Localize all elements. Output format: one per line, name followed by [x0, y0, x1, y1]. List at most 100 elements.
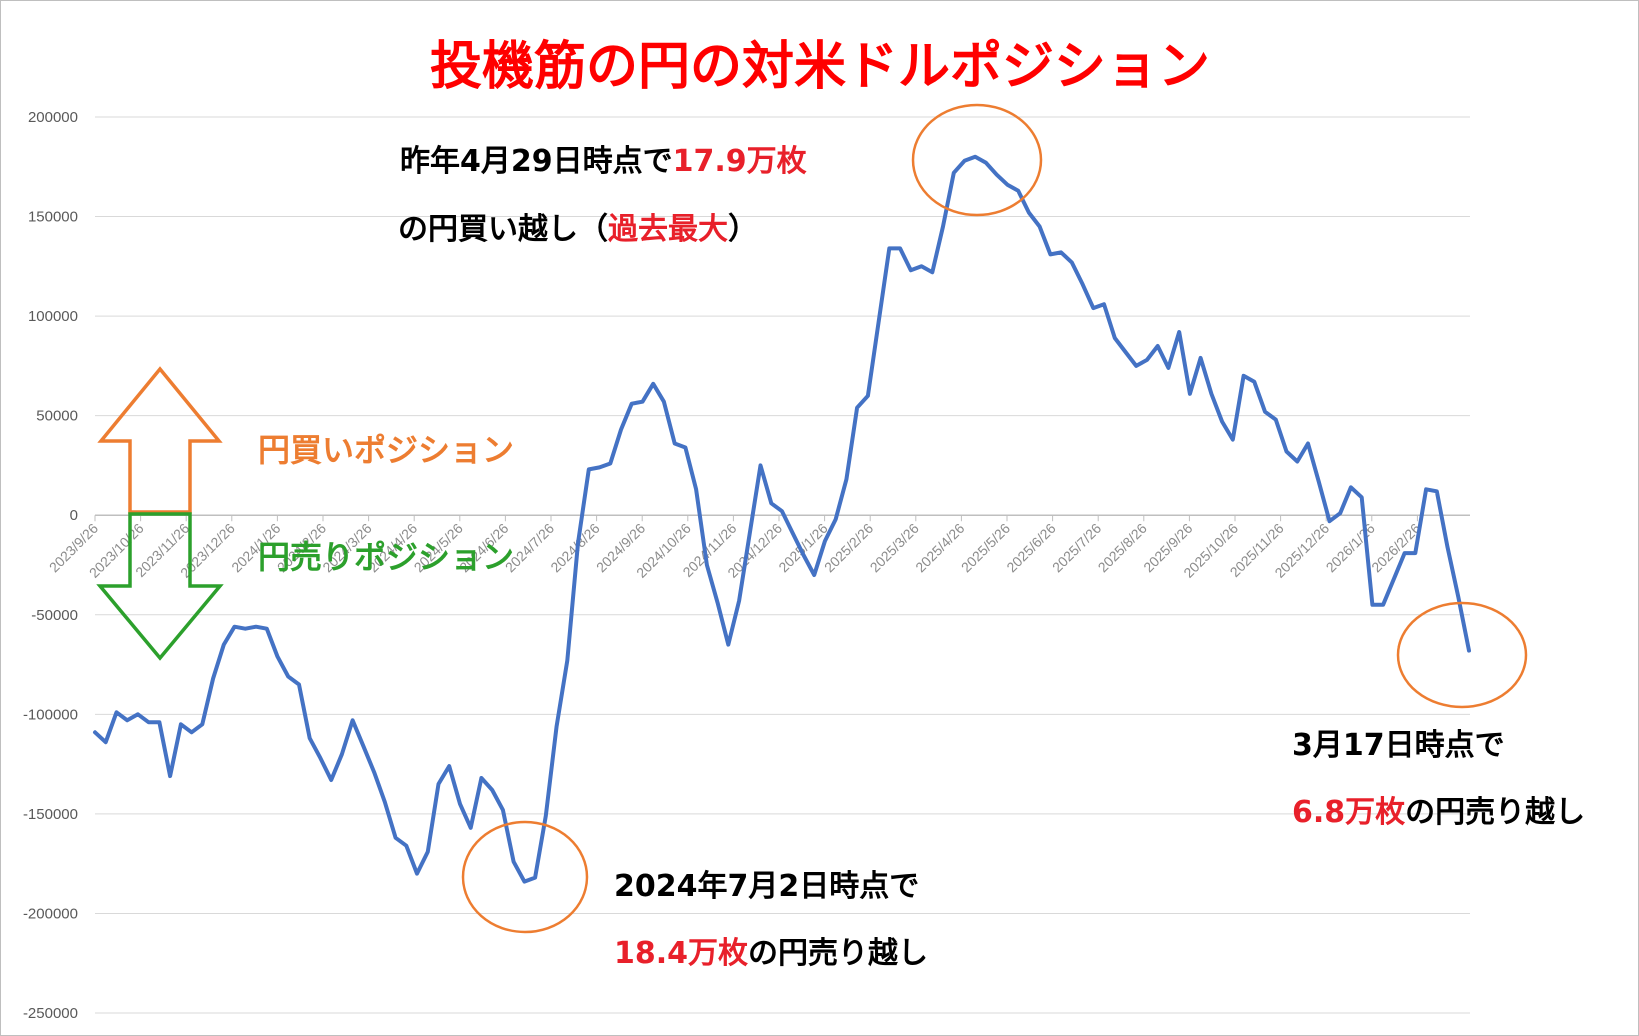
data-point: [834, 517, 838, 521]
data-point: [1199, 356, 1203, 360]
data-point: [930, 270, 934, 274]
data-point: [544, 814, 548, 818]
peak-annotation-line2: の円買い越し（過去最大）: [398, 212, 758, 247]
data-point: [533, 876, 537, 880]
data-point: [866, 394, 870, 398]
data-point: [716, 601, 720, 605]
data-point: [136, 712, 140, 716]
data-point: [973, 155, 977, 159]
data-point: [157, 720, 161, 724]
peak-annotation-line1: 昨年4月29日時点で17.9万枚: [400, 144, 807, 179]
data-point: [791, 531, 795, 535]
data-point: [93, 730, 97, 734]
data-point: [780, 509, 784, 513]
trough-annotation-line2: 18.4万枚の円売り越し: [614, 936, 928, 971]
data-point: [726, 643, 730, 647]
data-point: [329, 778, 333, 782]
data-point: [995, 173, 999, 177]
data-point: [587, 467, 591, 471]
data-point: [1124, 350, 1128, 354]
data-point: [1005, 183, 1009, 187]
peak-annotation-value: 17.9万枚: [673, 144, 807, 179]
data-point: [1038, 225, 1042, 229]
data-point: [469, 826, 473, 830]
series-line: [93, 154, 1471, 884]
data-point: [190, 730, 194, 734]
latest-annotation-value: 6.8万枚: [1292, 795, 1405, 830]
data-point: [297, 683, 301, 687]
data-point: [501, 808, 505, 812]
peak-annotation-close: ）: [728, 212, 758, 247]
sell-position-label: 円売りポジション: [258, 538, 514, 576]
x-tick-label: 2025/7/26: [1049, 520, 1105, 576]
trough-highlight-circle: [461, 820, 589, 934]
data-point: [1102, 302, 1106, 306]
data-point: [318, 756, 322, 760]
peak-highlight-circle: [911, 103, 1043, 217]
data-point: [769, 501, 773, 505]
data-point: [1446, 545, 1450, 549]
data-point: [1016, 189, 1020, 193]
y-tick-label: 200000: [28, 109, 78, 126]
data-point: [1295, 460, 1299, 464]
data-point: [844, 477, 848, 481]
buy-arrow-icon: [97, 366, 223, 514]
data-point: [115, 710, 119, 714]
y-tick-label: -200000: [23, 905, 78, 922]
data-point: [1413, 551, 1417, 555]
data-point: [1048, 252, 1052, 256]
data-point: [1188, 392, 1192, 396]
peak-annotation-date: 昨年4月29日時点で: [400, 144, 673, 179]
data-point: [1220, 420, 1224, 424]
data-point: [963, 159, 967, 163]
data-point: [447, 764, 451, 768]
data-points: [93, 155, 1471, 884]
data-point: [125, 718, 129, 722]
data-point: [1349, 485, 1353, 489]
data-point: [200, 722, 204, 726]
data-point: [394, 836, 398, 840]
data-point: [984, 161, 988, 165]
data-point: [576, 541, 580, 545]
latest-annotation-desc: の円売り越し: [1405, 795, 1585, 830]
data-point: [662, 400, 666, 404]
data-point: [522, 880, 526, 884]
data-point: [909, 268, 913, 272]
data-point: [630, 402, 634, 406]
data-point: [1252, 380, 1256, 384]
data-point: [404, 844, 408, 848]
latest-annotation-line2: 6.8万枚の円売り越し: [1292, 795, 1585, 830]
data-point: [952, 171, 956, 175]
data-point: [1381, 603, 1385, 607]
x-tick-label: 2025/5/26: [958, 520, 1014, 576]
y-axis-tick-labels: 200000 150000 100000 50000 0 -50000 -100000 -15…: [23, 109, 78, 1022]
data-point: [1424, 487, 1428, 491]
data-point: [1027, 211, 1031, 215]
data-point: [351, 718, 355, 722]
data-point: [437, 782, 441, 786]
data-point: [737, 599, 741, 603]
trough-annotation-line1: 2024年7月2日時点で: [614, 869, 919, 904]
data-point: [179, 722, 183, 726]
y-tick-label: -150000: [23, 806, 78, 823]
data-point: [694, 487, 698, 491]
data-point: [1360, 495, 1364, 499]
data-point: [759, 463, 763, 467]
data-point: [254, 625, 258, 629]
data-point: [555, 724, 559, 728]
y-tick-label: -100000: [23, 706, 78, 723]
y-tick-label: 0: [70, 507, 78, 524]
data-point: [1317, 479, 1321, 483]
sell-arrow-icon: [96, 512, 224, 661]
data-point: [802, 553, 806, 557]
data-point: [512, 860, 516, 864]
data-point: [243, 627, 247, 631]
x-tick-label: 2025/3/26: [867, 520, 923, 576]
data-point: [855, 406, 859, 410]
data-point: [1134, 364, 1138, 368]
data-point: [361, 744, 365, 748]
gridlines: [95, 116, 1470, 1014]
data-point: [748, 531, 752, 535]
